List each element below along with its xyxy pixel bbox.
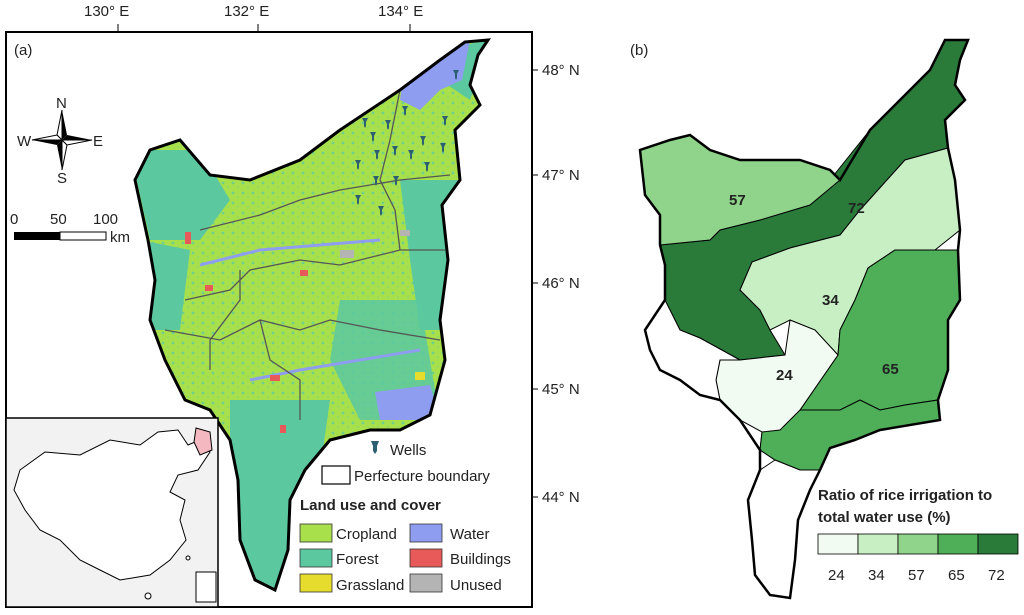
ratio-swatch-57 [897, 533, 939, 555]
compass-e: E [93, 133, 103, 150]
swatch-buildings [409, 548, 443, 568]
lat-tick-48: 48° N [542, 62, 580, 79]
scale-unit: km [110, 229, 130, 246]
compass-n: N [56, 95, 67, 112]
legend-grassland: Grassland [336, 577, 404, 594]
lat-tick-44: 44° N [542, 489, 580, 506]
wells-markers [355, 70, 459, 216]
swatch-forest [299, 548, 333, 568]
ratio-value-24: 24 [828, 567, 845, 584]
legend-cropland: Cropland [336, 526, 397, 543]
ratio-legend-title-2: total water use (%) [818, 509, 951, 526]
ratio-value-34: 34 [868, 567, 885, 584]
swatch-water [409, 523, 443, 543]
region-no-data-south [747, 459, 821, 599]
china-inset-map [5, 417, 219, 608]
land-use-legend: Land use and cover Cropland Forest Grass… [299, 497, 511, 594]
region-label-72: 72 [848, 200, 865, 217]
ratio-swatch-24 [817, 533, 859, 555]
ratio-value-65: 65 [948, 567, 965, 584]
ratio-swatch-72 [977, 533, 1019, 555]
swatch-unused [409, 573, 443, 593]
region-label-65: 65 [882, 361, 899, 378]
region-label-57: 57 [729, 192, 746, 209]
region-label-24: 24 [776, 367, 793, 384]
scale-0: 0 [10, 211, 18, 228]
scale-bar: 0 50 100 km [10, 211, 130, 246]
wells-label: Wells [390, 442, 426, 459]
compass-w: W [17, 133, 32, 150]
ratio-swatch-34 [857, 533, 899, 555]
legend-buildings: Buildings [450, 551, 511, 568]
land-use-title: Land use and cover [300, 497, 441, 514]
panel-a-label: (a) [14, 42, 32, 59]
ratio-legend: Ratio of rice irrigation to total water … [817, 487, 1019, 584]
boundary-label: Perfecture boundary [354, 468, 490, 485]
ratio-value-57: 57 [908, 567, 925, 584]
lat-tick-45: 45° N [542, 381, 580, 398]
lon-tick-132: 132° E [224, 3, 269, 20]
panel-a-frame [5, 31, 533, 608]
ratio-value-72: 72 [988, 567, 1005, 584]
lon-tick-134: 134° E [378, 3, 423, 20]
lon-tick-130: 130° E [84, 3, 129, 20]
swatch-cropland [299, 523, 333, 543]
north-arrow-icon [31, 109, 93, 171]
scale-100: 100 [93, 211, 118, 228]
legend-forest: Forest [336, 551, 379, 568]
lat-tick-46: 46° N [542, 275, 580, 292]
compass-s: S [57, 170, 67, 187]
region-label-34: 34 [822, 292, 839, 309]
ratio-legend-title-1: Ratio of rice irrigation to [818, 487, 992, 504]
ratio-swatch-65 [937, 533, 979, 555]
panel-b-label: (b) [630, 42, 648, 59]
scale-50: 50 [50, 211, 67, 228]
wells-legend: Wells Perfecture boundary [321, 441, 490, 485]
lat-tick-47: 47° N [542, 167, 580, 184]
swatch-grassland [299, 573, 333, 593]
legend-water: Water [450, 526, 489, 543]
legend-unused: Unused [450, 577, 502, 594]
